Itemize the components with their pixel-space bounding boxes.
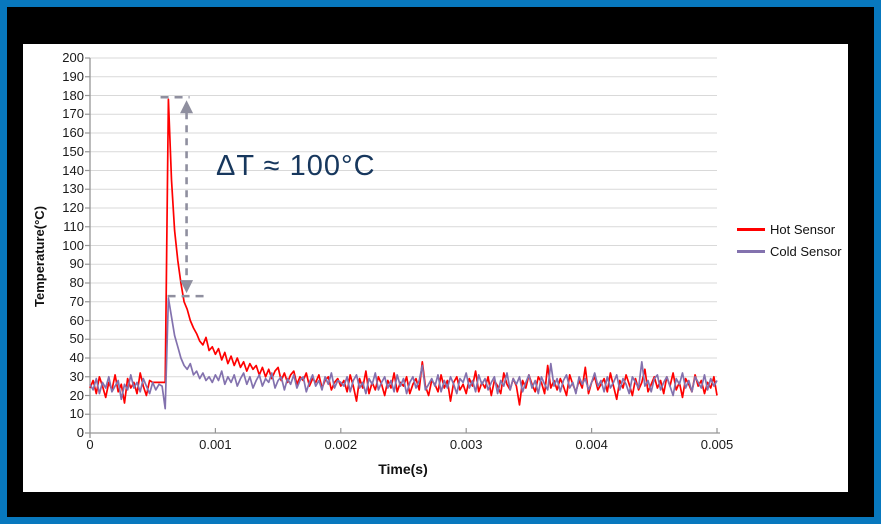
cold-sensor-line-swatch: [737, 249, 765, 253]
y-tick-label: 20: [69, 387, 84, 403]
y-tick-label: 140: [62, 162, 84, 178]
y-tick-label: 90: [69, 256, 84, 272]
y-tick-label: 60: [69, 312, 84, 328]
legend-label-cold-sensor: Cold Sensor: [770, 243, 842, 259]
chart-legend: Hot Sensor Cold Sensor: [737, 220, 842, 264]
y-tick-label: 0: [76, 425, 84, 440]
y-tick-label: 80: [69, 275, 84, 290]
x-tick-label: 0.004: [575, 437, 608, 452]
y-tick-label: 110: [63, 218, 84, 234]
temperature-chart: 0 10 20 30 40 50 60 70 80 90 100 110 120 130 140 150 160…: [23, 44, 848, 492]
delta-arrow-head-up: [180, 100, 194, 114]
x-axis-title: Time(s): [378, 461, 428, 477]
y-tick-label: 170: [62, 106, 84, 122]
y-tick-label: 40: [69, 350, 84, 365]
y-tick-label: 10: [69, 406, 84, 422]
y-tick-label: 70: [69, 293, 84, 309]
y-tick-label: 100: [62, 237, 84, 253]
legend-item-hot-sensor: Hot Sensor: [737, 220, 842, 238]
plot-area: [85, 57, 720, 438]
cold-sensor-series-line: [89, 297, 718, 410]
y-tick-label: 50: [69, 331, 84, 347]
y-tick-label: 130: [62, 181, 84, 197]
legend-label-hot-sensor: Hot Sensor: [770, 221, 836, 237]
y-tick-label: 150: [62, 143, 84, 159]
hot-sensor-line-swatch: [737, 227, 765, 231]
y-tick-label: 200: [62, 50, 84, 65]
y-tick-label: 30: [69, 368, 84, 384]
x-tick-label: 0.003: [449, 437, 483, 452]
y-axis-title: Temperature(°C): [32, 205, 47, 307]
delta-arrow-head-down: [180, 280, 194, 294]
x-tick-label: 0.001: [199, 437, 232, 452]
y-tick-label: 160: [62, 125, 84, 140]
x-tick-label: 0.002: [324, 437, 358, 452]
legend-item-cold-sensor: Cold Sensor: [737, 242, 842, 260]
y-tick-label: 190: [62, 68, 84, 84]
hot-sensor-series-line: [89, 98, 718, 406]
x-tick-label: 0: [86, 437, 94, 452]
y-tick-label: 180: [62, 87, 84, 103]
x-tick-label: 0.005: [700, 437, 734, 452]
y-tick-label: 120: [62, 200, 84, 215]
delta-t-annotation: ΔT ≈ 100°C: [216, 150, 376, 182]
